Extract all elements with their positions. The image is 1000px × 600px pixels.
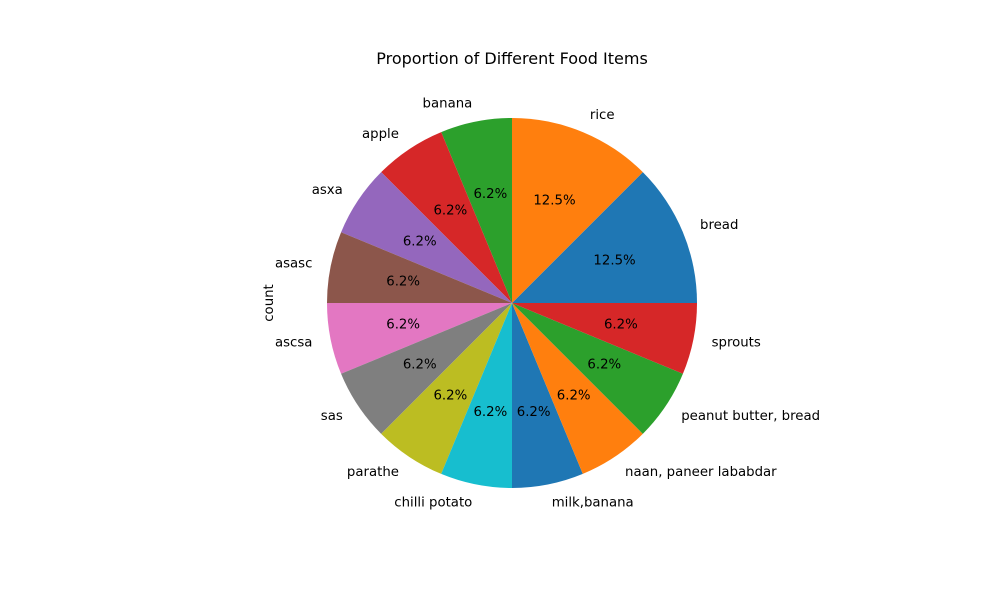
pie-slice-rice [512, 118, 643, 303]
pie-slice-bread [512, 172, 697, 303]
percent-label: 6.2% [386, 318, 420, 333]
chart-title: Proportion of Different Food Items [376, 49, 648, 68]
percent-label: 6.2% [473, 405, 507, 420]
pie-slice-asxa [341, 172, 512, 303]
category-label: parathe [347, 465, 399, 480]
percent-label: 6.2% [403, 234, 437, 249]
category-label: milk,banana [552, 496, 634, 511]
percent-label: 6.2% [587, 358, 621, 373]
category-label: rice [590, 108, 615, 123]
percent-label: 6.2% [557, 388, 591, 403]
category-label: sprouts [712, 336, 761, 351]
percent-label: 12.5% [593, 254, 635, 269]
pie-slice-ascsa [327, 303, 512, 374]
pie-slice-banana [441, 118, 512, 303]
pie-slice-sprouts [512, 303, 697, 374]
category-label: peanut butter, bread [681, 409, 820, 424]
percent-label: 6.2% [433, 204, 467, 219]
pie-slices [327, 118, 697, 488]
pie-slice-asasc [327, 232, 512, 303]
pie-slice-naan-paneer-lababdar [512, 303, 643, 474]
category-label: asxa [312, 183, 343, 198]
category-label: bread [700, 218, 738, 233]
category-label: naan, paneer lababdar [625, 465, 777, 480]
pie-slice-peanut-butter-bread [512, 303, 683, 434]
percent-label: 6.2% [517, 405, 551, 420]
pie-slice-apple [381, 132, 512, 303]
percent-label: 6.2% [473, 187, 507, 202]
percent-label: 6.2% [433, 388, 467, 403]
category-label: asasc [275, 256, 312, 271]
category-label: apple [362, 127, 399, 142]
pie-labels: bread 12.5% rice 12.5% banana 6.2% apple 6.2% as… [275, 96, 820, 510]
category-label: banana [423, 96, 473, 111]
pie-slice-parathe [381, 303, 512, 474]
percent-label: 6.2% [386, 274, 420, 289]
percent-label: 6.2% [604, 318, 638, 333]
percent-label: 6.2% [403, 358, 437, 373]
category-label: ascsa [275, 336, 312, 351]
category-label: chilli potato [394, 496, 472, 511]
category-label: sas [321, 409, 343, 424]
percent-label: 12.5% [533, 193, 575, 208]
y-axis-label: count [262, 284, 277, 322]
pie-slice-chilli-potato [441, 303, 512, 488]
pie-slice-milk-banana [512, 303, 583, 488]
pie-slice-sas [341, 303, 512, 434]
